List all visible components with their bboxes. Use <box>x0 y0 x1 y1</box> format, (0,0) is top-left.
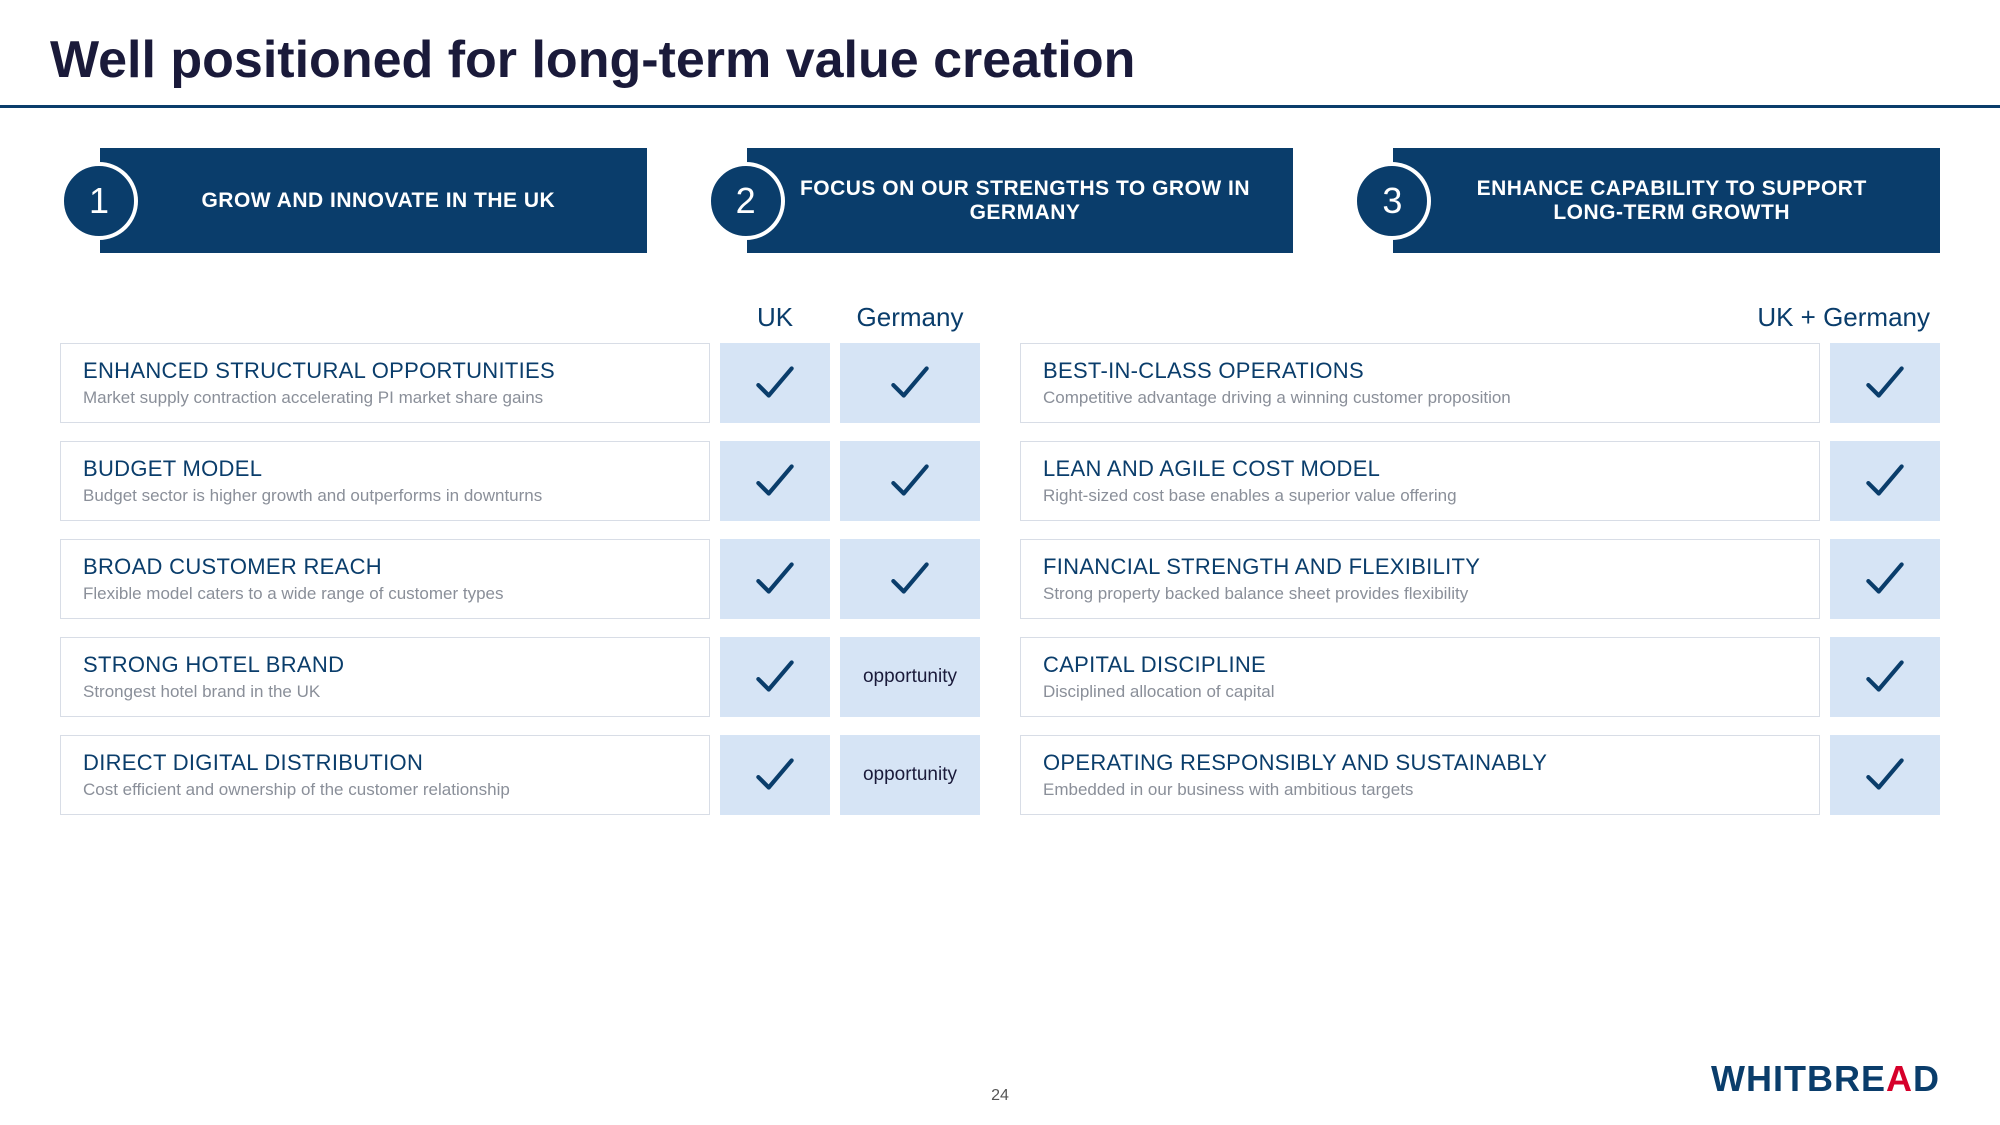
pillar-2-label: FOCUS ON OUR STRENGTHS TO GROW IN GERMAN… <box>747 148 1294 253</box>
check-icon <box>750 652 800 702</box>
pillar-3-label: ENHANCE CAPABILITY TO SUPPORT LONG-TERM … <box>1393 148 1940 253</box>
left-column: UK Germany ENHANCED STRUCTURAL OPPORTUNI… <box>60 293 980 833</box>
pillars-row: GROW AND INNOVATE IN THE UK 1 FOCUS ON O… <box>0 148 2000 253</box>
card: DIRECT DIGITAL DISTRIBUTION Cost efficien… <box>60 735 710 815</box>
col-header-germany: Germany <box>840 302 980 333</box>
card-subtitle: Strongest hotel brand in the UK <box>83 682 687 702</box>
card-subtitle: Right-sized cost base enables a superior… <box>1043 486 1797 506</box>
check-cell <box>840 343 980 423</box>
check-cell <box>720 539 830 619</box>
pillar-3: ENHANCE CAPABILITY TO SUPPORT LONG-TERM … <box>1353 148 1940 253</box>
check-icon <box>1860 750 1910 800</box>
right-row-0: BEST-IN-CLASS OPERATIONS Competitive adva… <box>1020 343 1940 423</box>
left-row-4: DIRECT DIGITAL DISTRIBUTION Cost efficien… <box>60 735 980 815</box>
pillar-1: GROW AND INNOVATE IN THE UK 1 <box>60 148 647 253</box>
pillar-2: FOCUS ON OUR STRENGTHS TO GROW IN GERMAN… <box>707 148 1294 253</box>
card: FINANCIAL STRENGTH AND FLEXIBILITY Strong… <box>1020 539 1820 619</box>
check-icon <box>1860 554 1910 604</box>
check-cell <box>840 441 980 521</box>
check-cell <box>840 539 980 619</box>
check-icon <box>885 554 935 604</box>
card-subtitle: Budget sector is higher growth and outpe… <box>83 486 687 506</box>
right-column: UK + Germany BEST-IN-CLASS OPERATIONS Com… <box>1020 293 1940 833</box>
card: BROAD CUSTOMER REACH Flexible model cater… <box>60 539 710 619</box>
card-title: OPERATING RESPONSIBLY AND SUSTAINABLY <box>1043 750 1797 776</box>
card: OPERATING RESPONSIBLY AND SUSTAINABLY Emb… <box>1020 735 1820 815</box>
left-row-3: STRONG HOTEL BRAND Strongest hotel brand … <box>60 637 980 717</box>
card: LEAN AND AGILE COST MODEL Right-sized cos… <box>1020 441 1820 521</box>
card-subtitle: Flexible model caters to a wide range of… <box>83 584 687 604</box>
check-icon <box>885 358 935 408</box>
card-subtitle: Strong property backed balance sheet pro… <box>1043 584 1797 604</box>
left-col-headers: UK Germany <box>60 293 980 333</box>
check-cell <box>1830 637 1940 717</box>
card-subtitle: Disciplined allocation of capital <box>1043 682 1797 702</box>
brand-post: D <box>1913 1058 1940 1099</box>
card-subtitle: Competitive advantage driving a winning … <box>1043 388 1797 408</box>
check-cell <box>1830 735 1940 815</box>
left-row-0: ENHANCED STRUCTURAL OPPORTUNITIES Market … <box>60 343 980 423</box>
right-row-1: LEAN AND AGILE COST MODEL Right-sized cos… <box>1020 441 1940 521</box>
pillar-1-label: GROW AND INNOVATE IN THE UK <box>100 148 647 253</box>
col-header-uk-germany: UK + Germany <box>1720 302 1940 333</box>
check-cell <box>720 441 830 521</box>
check-cell <box>1830 539 1940 619</box>
opportunity-cell: opportunity <box>840 637 980 717</box>
card-title: FINANCIAL STRENGTH AND FLEXIBILITY <box>1043 554 1797 580</box>
right-row-4: OPERATING RESPONSIBLY AND SUSTAINABLY Emb… <box>1020 735 1940 815</box>
card-title: DIRECT DIGITAL DISTRIBUTION <box>83 750 687 776</box>
check-icon <box>885 456 935 506</box>
card-title: LEAN AND AGILE COST MODEL <box>1043 456 1797 482</box>
check-icon <box>750 554 800 604</box>
check-icon <box>750 750 800 800</box>
footer: 24 <box>0 1087 2000 1105</box>
check-icon <box>1860 652 1910 702</box>
pillar-3-num: 3 <box>1353 162 1431 240</box>
pillar-2-num: 2 <box>707 162 785 240</box>
title-rule <box>0 105 2000 108</box>
brand-accent: A <box>1886 1058 1913 1099</box>
card: BEST-IN-CLASS OPERATIONS Competitive adva… <box>1020 343 1820 423</box>
card-title: BEST-IN-CLASS OPERATIONS <box>1043 358 1797 384</box>
check-icon <box>750 456 800 506</box>
card: BUDGET MODEL Budget sector is higher grow… <box>60 441 710 521</box>
left-row-1: BUDGET MODEL Budget sector is higher grow… <box>60 441 980 521</box>
card-subtitle: Embedded in our business with ambitious … <box>1043 780 1797 800</box>
page-title: Well positioned for long-term value crea… <box>0 0 2000 105</box>
check-cell <box>720 735 830 815</box>
card: STRONG HOTEL BRAND Strongest hotel brand … <box>60 637 710 717</box>
card-title: CAPITAL DISCIPLINE <box>1043 652 1797 678</box>
pillar-1-num: 1 <box>60 162 138 240</box>
card-title: ENHANCED STRUCTURAL OPPORTUNITIES <box>83 358 687 384</box>
right-row-3: CAPITAL DISCIPLINE Disciplined allocation… <box>1020 637 1940 717</box>
page-number: 24 <box>991 1087 1009 1105</box>
content-grid: UK Germany ENHANCED STRUCTURAL OPPORTUNI… <box>0 293 2000 833</box>
check-cell <box>1830 343 1940 423</box>
card: ENHANCED STRUCTURAL OPPORTUNITIES Market … <box>60 343 710 423</box>
brand-pre: WHITBRE <box>1711 1058 1886 1099</box>
check-icon <box>1860 456 1910 506</box>
card: CAPITAL DISCIPLINE Disciplined allocation… <box>1020 637 1820 717</box>
check-icon <box>750 358 800 408</box>
left-row-2: BROAD CUSTOMER REACH Flexible model cater… <box>60 539 980 619</box>
opportunity-label: opportunity <box>863 666 957 688</box>
brand-logo: WHITBREAD <box>1711 1058 1940 1100</box>
check-cell <box>720 343 830 423</box>
card-subtitle: Cost efficient and ownership of the cust… <box>83 780 687 800</box>
opportunity-cell: opportunity <box>840 735 980 815</box>
col-header-uk: UK <box>720 302 830 333</box>
opportunity-label: opportunity <box>863 764 957 786</box>
card-title: BROAD CUSTOMER REACH <box>83 554 687 580</box>
right-row-2: FINANCIAL STRENGTH AND FLEXIBILITY Strong… <box>1020 539 1940 619</box>
card-subtitle: Market supply contraction accelerating P… <box>83 388 687 408</box>
card-title: STRONG HOTEL BRAND <box>83 652 687 678</box>
right-col-headers: UK + Germany <box>1020 293 1940 333</box>
check-cell <box>720 637 830 717</box>
card-title: BUDGET MODEL <box>83 456 687 482</box>
check-icon <box>1860 358 1910 408</box>
check-cell <box>1830 441 1940 521</box>
